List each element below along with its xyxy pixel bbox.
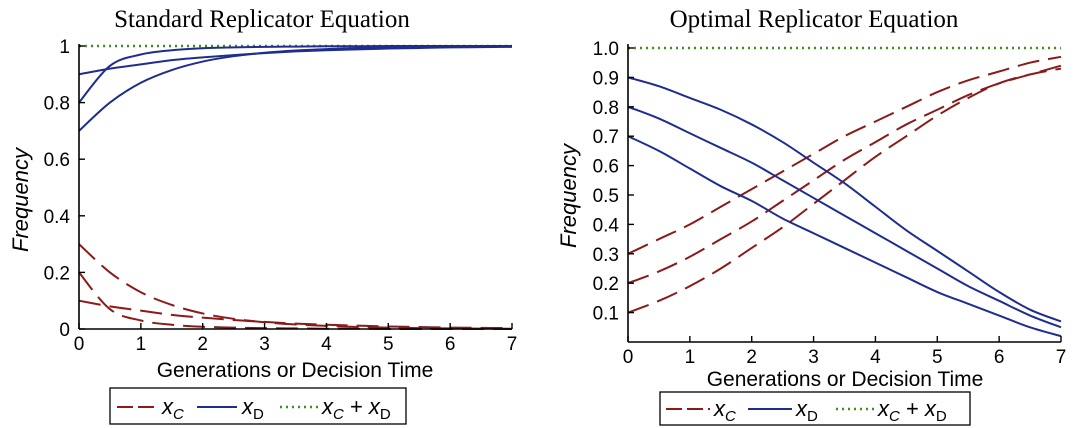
legend-xc-label: xC [713,396,736,425]
series-xc-line-2 [627,55,1062,255]
series-xc-line-1 [78,271,512,331]
x-tick-label: 5 [383,334,394,355]
legend-xd-label: xD [795,396,818,425]
x-tick-label: 2 [197,334,208,355]
x-tick-label: 0 [74,334,85,355]
legend-box [659,391,971,426]
chart-optimal: Optimal Replicator Equation 0 1 2 3 4 5 6 70.10… [556,6,1066,391]
y-tick-label: 0 [59,320,70,341]
ticks: 0 1 2 3 4 5 6 7 0.1 0.2 0.3 0.4 0.5 0.6 0.7 0.8 0.9 1.0 [593,39,1067,368]
x-tick-label: 3 [259,334,270,355]
series-xd-line-5 [627,135,1062,338]
y-tick-label: 1 [59,37,70,58]
x-tick-label: 1 [685,347,696,368]
legend-xd-label: xD [241,394,264,423]
x-tick-label: 1 [136,334,147,355]
legend-standard: xC xD xC + xD [109,387,407,425]
curves [627,55,1062,338]
x-tick-label: 0 [623,347,634,368]
y-tick-label: 0.2 [593,274,619,295]
legend-sum-label: xC + xD [321,394,391,423]
x-tick-label: 4 [870,347,881,368]
y-tick-label: 0.8 [44,94,70,115]
y-tick-label: 0.6 [44,150,70,171]
y-tick-label: 0.5 [593,186,619,207]
y-tick-label: 0.4 [593,215,620,236]
legend-optimal: xC xD xC + xD [659,391,971,426]
series-xd-line-4 [627,105,1062,329]
y-tick-label: 0.6 [593,157,619,178]
legend-xc-label: xC [161,394,184,423]
chart-title: Standard Replicator Equation [114,6,410,33]
series-xc-line-2 [78,243,513,330]
series-xd-line-4 [78,44,512,104]
series-xd-line-5 [78,45,513,132]
x-tick-label: 2 [746,347,757,368]
y-tick-label: 0.3 [593,245,619,266]
x-tick-label: 7 [507,334,518,355]
y-tick-label: 0.9 [593,68,619,89]
x-tick-label: 3 [808,347,819,368]
y-tick-label: 0.4 [44,207,71,228]
curves [78,44,513,331]
y-axis-label: Frequency [556,142,581,248]
series-xd-line-3 [627,76,1062,323]
x-tick-label: 5 [932,347,943,368]
y-tick-label: 0.7 [593,127,619,148]
y-tick-label: 0.1 [593,304,619,325]
series-xc-line-0 [627,67,1062,314]
x-tick-label: 7 [1056,347,1067,368]
chart-title: Optimal Replicator Equation [670,6,959,33]
y-tick-label: 0.2 [44,263,70,284]
ticks: 0 1 2 3 4 5 6 7 0 0.2 0.4 0.6 0.8 1 [44,37,518,355]
chart-standard: Standard Replicator Equation 0 1 2 3 4 5 6 7 0 0.… [8,6,517,382]
y-axis-label: Frequency [8,146,33,252]
y-tick-label: 1.0 [593,39,619,60]
x-tick-label: 4 [321,334,332,355]
legend-box [109,387,407,425]
x-tick-label: 6 [445,334,456,355]
legend-sum-label: xC + xD [877,396,947,425]
x-tick-label: 6 [994,347,1005,368]
series-xc-line-1 [627,64,1062,285]
x-axis-label: Generations or Decision Time [707,368,984,391]
y-tick-label: 0.8 [593,98,619,119]
x-axis-label: Generations or Decision Time [157,359,434,382]
